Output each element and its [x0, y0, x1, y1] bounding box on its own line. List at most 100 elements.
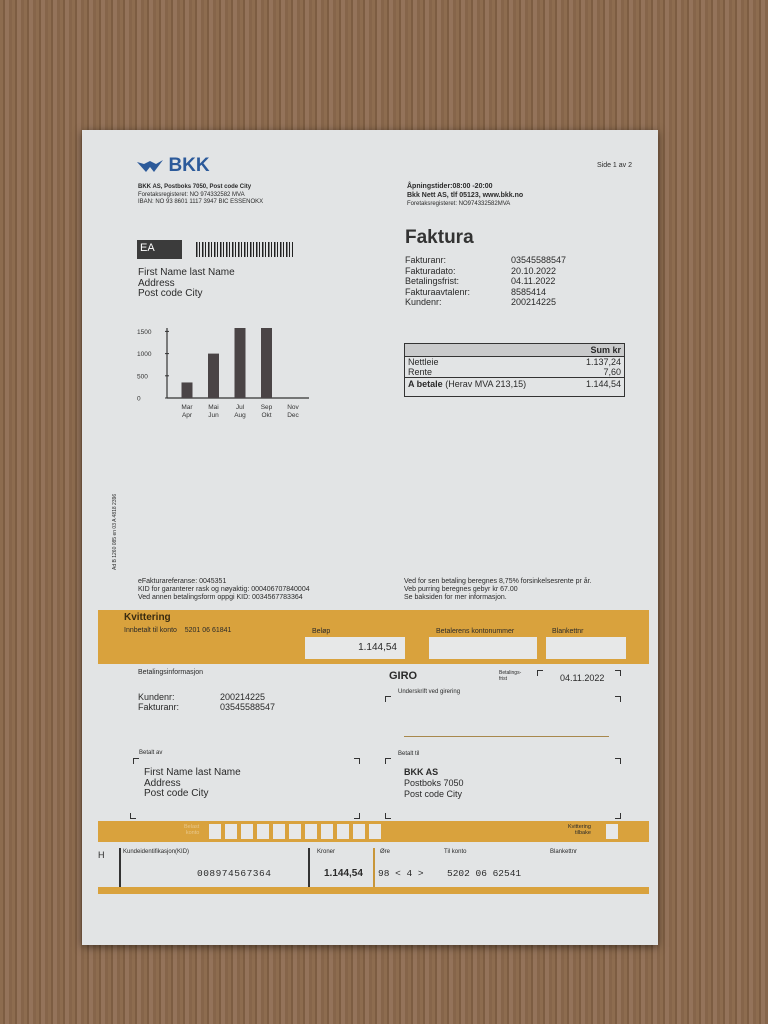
x-tick-label: Jul	[236, 404, 245, 411]
amount-field: 1.144,54	[305, 637, 405, 659]
invoice-title: Faktura	[405, 227, 474, 248]
field-label: Fakturaavtalenr:	[405, 286, 471, 297]
x-tick-label: Okt	[261, 412, 271, 419]
kroner-label: Kroner	[317, 849, 336, 855]
barcode	[196, 242, 293, 257]
paid-by-address: First Name last Name Address Post code Cit…	[144, 767, 241, 799]
debit-account-cell[interactable]	[353, 824, 365, 839]
payment-info-label: Betalingsinformasjon	[138, 669, 203, 676]
field-value: 8585414	[511, 286, 547, 297]
debit-account-cell[interactable]	[305, 824, 317, 839]
consumption-chart: kWh25002000150010005000Forrige årSiste å…	[137, 328, 309, 419]
payment-references: eFakturareferanse: 0045351 KID for garant…	[138, 578, 310, 601]
receipt-back-checkbox[interactable]	[606, 824, 618, 839]
bar	[181, 382, 193, 398]
field-label: Fakturadato:	[405, 265, 456, 276]
field-value: 03545588547	[511, 255, 567, 265]
kid-value: 008974567364	[197, 868, 272, 879]
frame-corner	[385, 813, 391, 819]
summary-table: Sum kr Nettleie 1.137,24 Rente 7,60 A beta…	[404, 343, 625, 397]
frame-corner	[130, 813, 136, 819]
due-label: Betalings-frist	[499, 670, 522, 682]
to-account-label: Til konto	[444, 849, 467, 855]
divider	[308, 848, 310, 888]
late-payment-notes: Ved for sen betaling beregnes 8,75% fors…	[404, 578, 592, 601]
field-value: 04.11.2022	[511, 276, 556, 286]
frame-corner	[385, 696, 391, 702]
x-tick-label: Jun	[208, 412, 219, 419]
debit-account-cell[interactable]	[241, 824, 253, 839]
summary-total: A betale (Herav MVA 213,15) 1.144,54	[408, 379, 621, 389]
signature-line[interactable]	[404, 736, 609, 737]
paid-by-label: Betalt av	[139, 750, 163, 756]
page-number: Side 1 av 2	[596, 162, 632, 169]
payment-info: Kundenr: 200214225 Fakturanr: 03545588547	[138, 692, 276, 712]
x-tick-label: Dec	[287, 412, 299, 419]
sender-info: BKK AS, Postboks 7050, Post code City For…	[138, 184, 264, 205]
debit-account-cell[interactable]	[337, 824, 349, 839]
ore-value: 98 < 4 >	[378, 868, 424, 879]
bar	[261, 328, 272, 398]
invoice-field: Fakturadato: 20.10.2022	[405, 266, 566, 277]
debit-account-cell[interactable]	[369, 824, 381, 839]
x-tick-label: Aug	[234, 412, 246, 419]
x-tick-label: Apr	[182, 412, 193, 419]
field-label: Kundenr:	[405, 297, 442, 307]
kroner-value: 1.144,54	[324, 868, 363, 879]
form-number-field	[546, 637, 626, 659]
x-tick-label: Mar	[181, 404, 193, 411]
frame-corner	[133, 758, 139, 764]
giro-title: GIRO	[389, 670, 418, 682]
receipt-back-label: Kvittering tilbake	[568, 824, 591, 836]
frame-corner	[354, 813, 360, 819]
debit-account-cell[interactable]	[257, 824, 269, 839]
ore-label: Øre	[380, 849, 391, 855]
signature-label: Underskrift ved girering	[398, 689, 461, 695]
frame-corner	[354, 758, 360, 764]
x-tick-label: Nov	[287, 404, 299, 411]
frame-corner	[615, 813, 621, 819]
frame-corner	[385, 758, 391, 764]
divider	[119, 848, 121, 888]
invoice-paper: BKK Side 1 av 2 BKK AS, Postboks 7050, P…	[82, 130, 658, 945]
bar	[208, 353, 219, 398]
invoice-field: Fakturanr: 03545588547	[405, 255, 566, 266]
debit-label: Belast konto	[184, 824, 200, 836]
to-account-value: 5202 06 62541	[447, 868, 522, 879]
invoice-fields: Fakturanr: 03545588547 Fakturadato: 20.10.2…	[405, 255, 566, 308]
field-label: Fakturanr:	[405, 255, 447, 265]
frame-corner	[615, 670, 621, 676]
summary-header: Sum kr	[405, 344, 624, 357]
debit-account-cell[interactable]	[321, 824, 333, 839]
invoice-field: Betalingsfrist: 04.11.2022	[405, 276, 566, 287]
debit-account-bar: Belast konto Kvittering tilbake	[98, 821, 649, 842]
payer-account-field[interactable]	[429, 637, 537, 659]
ea-stamp: EA	[137, 240, 182, 259]
frame-corner	[615, 758, 621, 764]
field-value: 20.10.2022	[511, 265, 557, 276]
debit-account-cell[interactable]	[273, 824, 285, 839]
bar	[234, 328, 246, 398]
contact-info: Åpningstider:08:00 -20:00 Bkk Nett AS, tl…	[407, 183, 524, 207]
receipt-account: Innbetalt til konto 5201 06 61841	[124, 627, 232, 634]
kid-label: Kundeidentifikasjon(KID)	[123, 849, 190, 855]
side-code: Ad B 1260 085 en 03 A 4818 2396	[112, 493, 118, 570]
y-tick-label: 1500	[137, 329, 152, 336]
receipt-title: Kvittering	[124, 612, 171, 623]
x-tick-label: Sep	[261, 404, 273, 411]
y-tick-label: 0	[137, 396, 141, 403]
summary-row: Rente 7,60	[405, 367, 624, 378]
field-label: Betalingsfrist:	[405, 276, 460, 286]
due-date: 04.11.2022	[560, 673, 605, 683]
x-tick-label: Mai	[208, 404, 218, 411]
bkk-wave-icon	[137, 160, 163, 172]
frame-corner	[615, 696, 621, 702]
paid-to-address: BKK AS Postboks 7050 Post code City	[404, 767, 464, 799]
field-value: 200214225	[511, 297, 557, 307]
debit-account-cell[interactable]	[209, 824, 221, 839]
invoice-field: Fakturaavtalenr: 8585414	[405, 287, 566, 298]
debit-account-cell[interactable]	[289, 824, 301, 839]
debit-account-cell[interactable]	[225, 824, 237, 839]
ocr-h: H	[98, 850, 105, 860]
y-tick-label: 1000	[137, 351, 152, 358]
